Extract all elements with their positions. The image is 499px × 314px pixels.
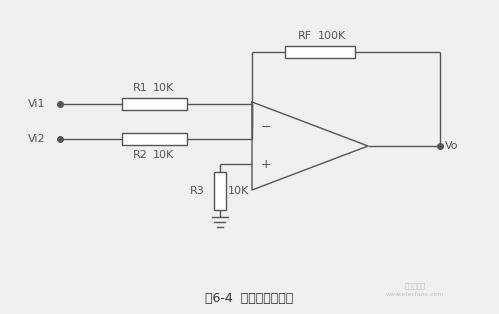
Text: R1: R1	[133, 83, 148, 93]
Bar	[122, 133, 188, 145]
Text: 电子发烧友: 电子发烧友	[404, 283, 426, 289]
Text: Vo: Vo	[445, 141, 459, 151]
Text: www.elecfans.com: www.elecfans.com	[386, 291, 444, 296]
Text: +: +	[261, 158, 271, 171]
Text: Vi2: Vi2	[28, 134, 45, 144]
Text: 10K: 10K	[153, 83, 174, 93]
Bar	[285, 46, 355, 58]
Text: Vi1: Vi1	[28, 99, 45, 109]
Bar	[122, 98, 188, 110]
Bar	[214, 172, 226, 210]
Text: 10K: 10K	[228, 187, 249, 197]
Text: R3: R3	[190, 187, 205, 197]
Text: RF: RF	[298, 31, 312, 41]
Text: 100K: 100K	[318, 31, 346, 41]
Text: R2: R2	[133, 150, 148, 160]
Text: 图6-4  反相求和放大器: 图6-4 反相求和放大器	[205, 291, 293, 305]
Text: −: −	[261, 121, 271, 134]
Text: 10K: 10K	[153, 150, 174, 160]
